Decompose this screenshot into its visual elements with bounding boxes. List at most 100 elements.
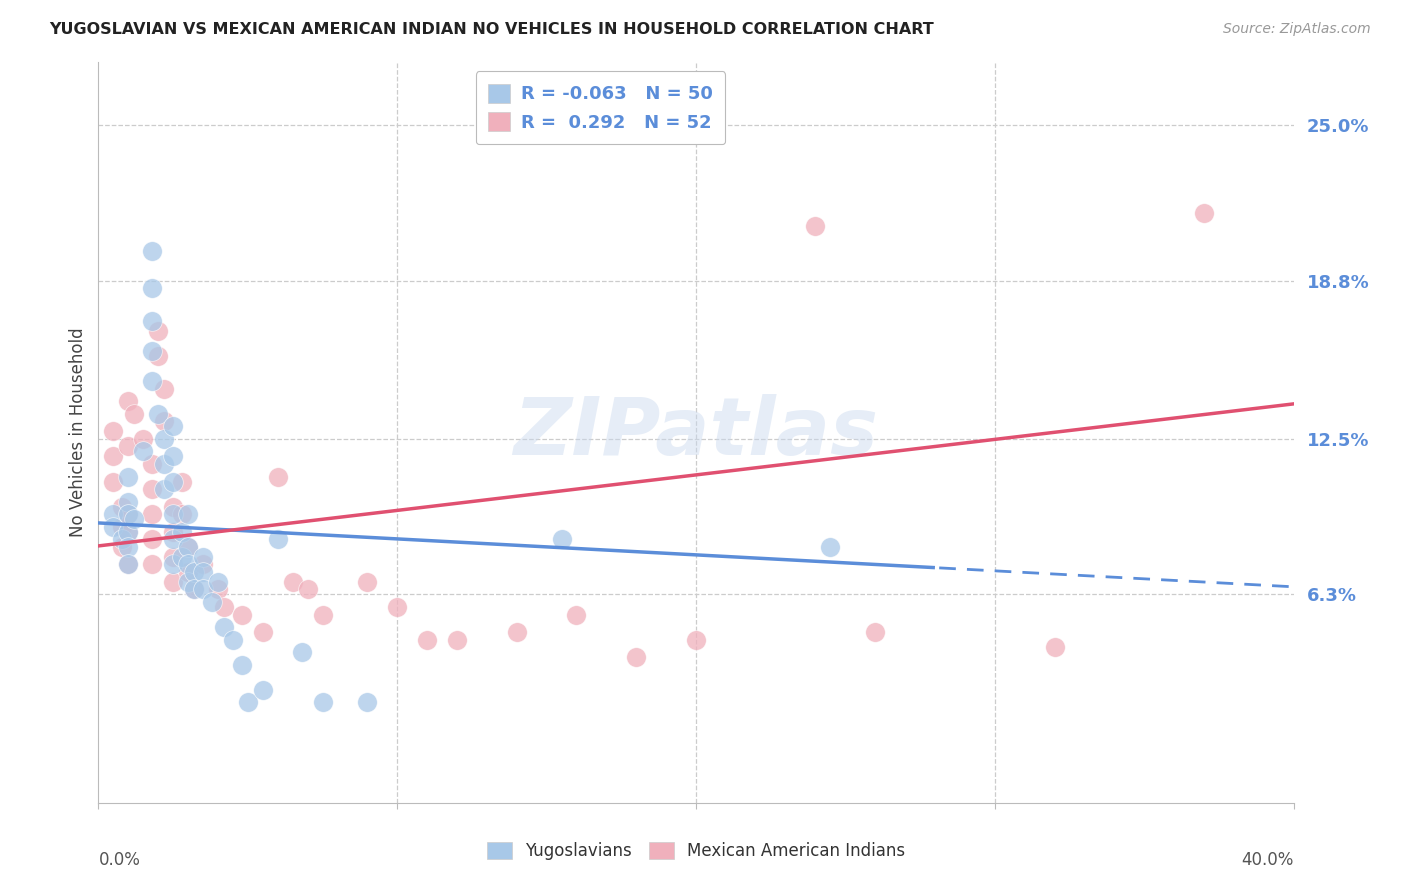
Point: [207, 574, 229, 589]
Point: [177, 540, 200, 554]
Point: [141, 244, 163, 258]
Point: [311, 695, 333, 709]
Point: [153, 482, 176, 496]
Point: [103, 507, 125, 521]
Point: [162, 549, 184, 564]
Point: [1043, 640, 1066, 655]
Point: [252, 625, 274, 640]
Point: [153, 457, 176, 471]
Point: [117, 524, 139, 539]
Point: [132, 444, 155, 458]
Point: [117, 540, 139, 554]
Point: [297, 582, 319, 597]
Point: [103, 450, 125, 464]
Point: [177, 540, 200, 554]
Text: 40.0%: 40.0%: [1241, 851, 1294, 869]
Point: [1192, 206, 1215, 220]
Text: 0.0%: 0.0%: [98, 851, 141, 869]
Legend: Yugoslavians, Mexican American Indians: Yugoslavians, Mexican American Indians: [478, 834, 914, 869]
Point: [183, 565, 205, 579]
Point: [162, 558, 184, 572]
Point: [267, 533, 290, 547]
Point: [177, 565, 200, 579]
Point: [162, 450, 184, 464]
Point: [148, 324, 170, 338]
Point: [685, 632, 707, 647]
Point: [201, 595, 224, 609]
Point: [162, 574, 184, 589]
Point: [626, 650, 648, 665]
Point: [141, 533, 163, 547]
Point: [212, 600, 235, 615]
Point: [141, 344, 163, 359]
Point: [162, 524, 184, 539]
Point: [103, 475, 125, 489]
Point: [132, 432, 155, 446]
Point: [117, 507, 139, 521]
Point: [103, 520, 125, 534]
Point: [117, 558, 139, 572]
Point: [162, 500, 184, 514]
Point: [252, 682, 274, 697]
Point: [162, 419, 184, 434]
Point: [356, 695, 378, 709]
Point: [148, 349, 170, 363]
Point: [141, 507, 163, 521]
Point: [446, 632, 468, 647]
Point: [236, 695, 259, 709]
Point: [820, 540, 842, 554]
Point: [141, 482, 163, 496]
Point: [191, 582, 214, 597]
Point: [212, 620, 235, 634]
Point: [222, 632, 245, 647]
Point: [141, 374, 163, 388]
Point: [111, 533, 134, 547]
Point: [117, 558, 139, 572]
Point: [117, 507, 139, 521]
Point: [148, 407, 170, 421]
Point: [416, 632, 439, 647]
Text: ZIPatlas: ZIPatlas: [513, 393, 879, 472]
Point: [191, 565, 214, 579]
Point: [191, 558, 214, 572]
Point: [141, 314, 163, 328]
Point: [111, 540, 134, 554]
Point: [117, 469, 139, 483]
Point: [103, 425, 125, 439]
Point: [177, 574, 200, 589]
Point: [804, 219, 827, 233]
Point: [111, 500, 134, 514]
Point: [506, 625, 529, 640]
Point: [281, 574, 304, 589]
Point: [191, 549, 214, 564]
Point: [172, 475, 194, 489]
Point: [117, 394, 139, 409]
Point: [177, 507, 200, 521]
Point: [865, 625, 887, 640]
Point: [385, 600, 409, 615]
Point: [117, 439, 139, 453]
Point: [162, 533, 184, 547]
Point: [183, 582, 205, 597]
Text: YUGOSLAVIAN VS MEXICAN AMERICAN INDIAN NO VEHICLES IN HOUSEHOLD CORRELATION CHAR: YUGOSLAVIAN VS MEXICAN AMERICAN INDIAN N…: [49, 22, 934, 37]
Point: [117, 524, 139, 539]
Point: [124, 407, 146, 421]
Point: [565, 607, 588, 622]
Point: [117, 494, 139, 508]
Point: [311, 607, 333, 622]
Point: [111, 520, 134, 534]
Point: [162, 507, 184, 521]
Y-axis label: No Vehicles in Household: No Vehicles in Household: [69, 327, 87, 538]
Point: [153, 414, 176, 428]
Point: [172, 549, 194, 564]
Point: [207, 582, 229, 597]
Point: [356, 574, 378, 589]
Point: [231, 607, 253, 622]
Point: [141, 558, 163, 572]
Point: [141, 457, 163, 471]
Point: [550, 533, 572, 547]
Point: [291, 645, 314, 659]
Point: [153, 382, 176, 396]
Point: [177, 558, 200, 572]
Point: [267, 469, 290, 483]
